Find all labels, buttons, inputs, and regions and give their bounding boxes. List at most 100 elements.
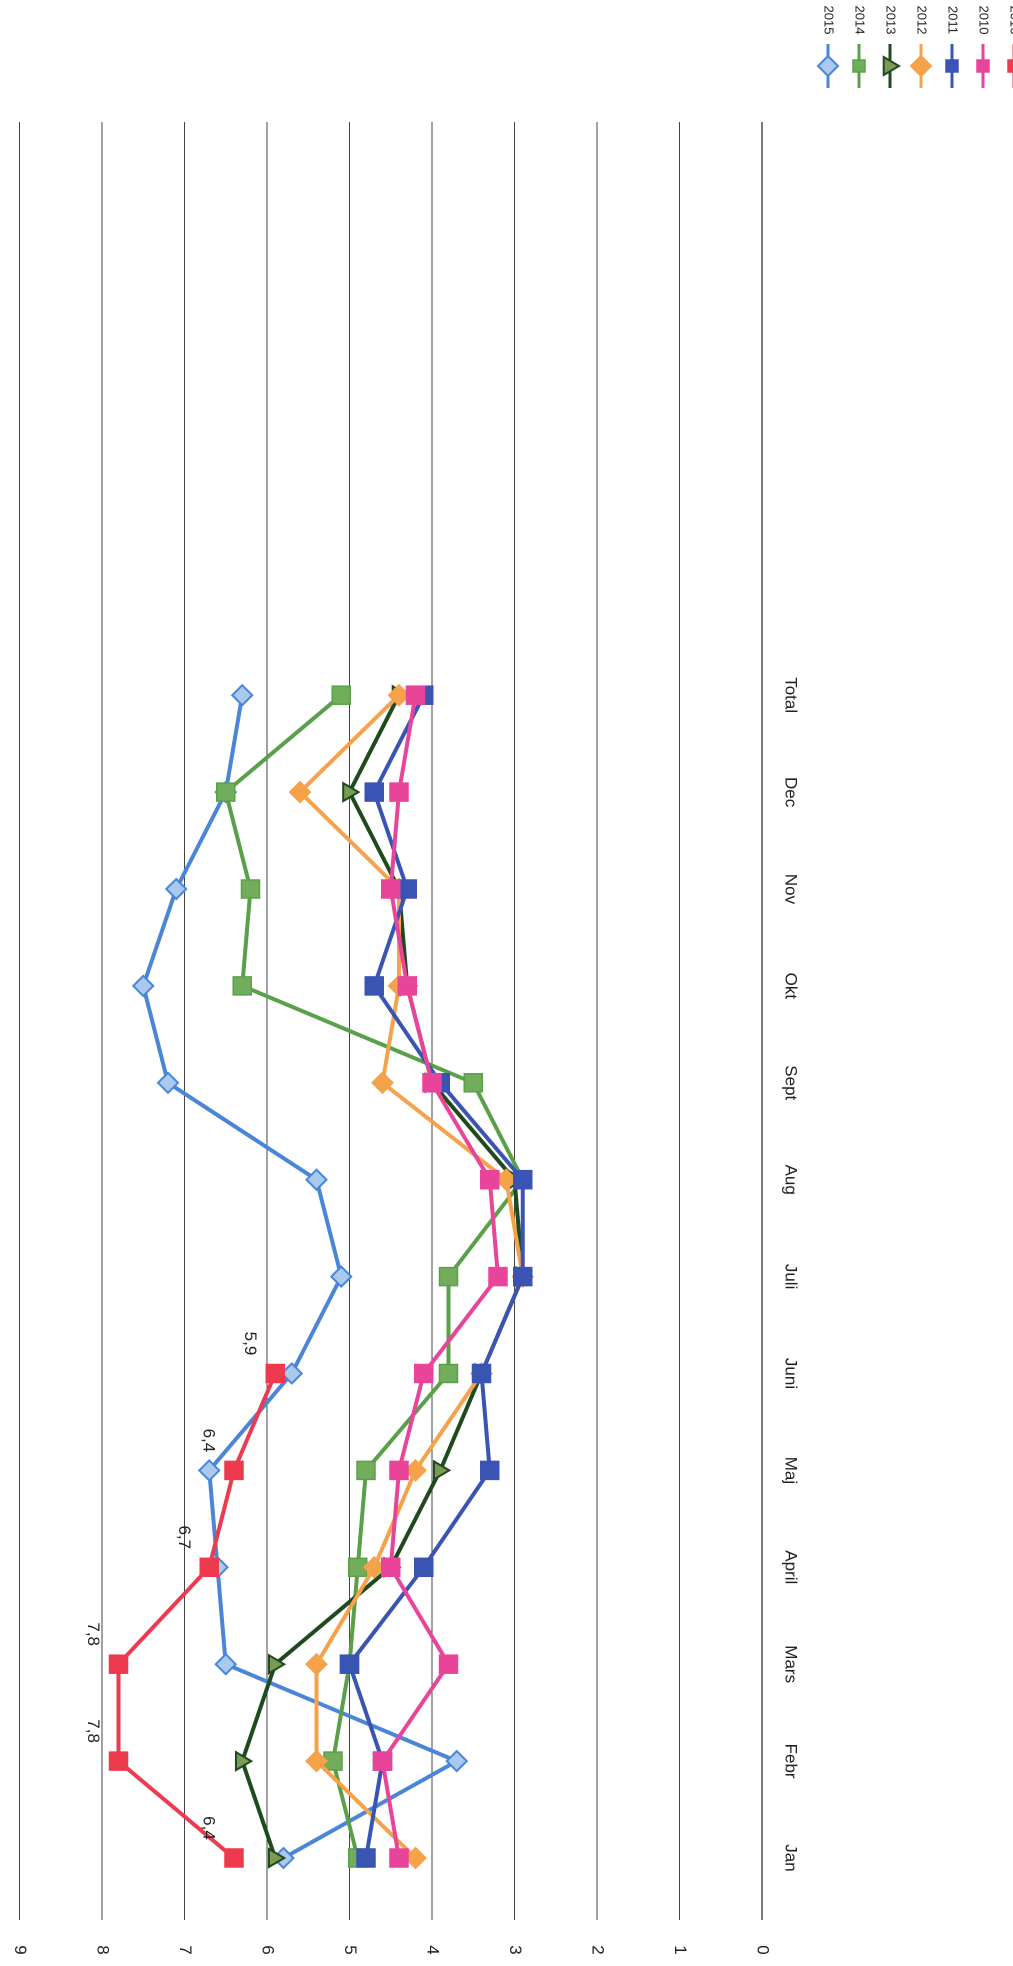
data-labels: 6,4 7,8 7,8 6,7 6,4 5,9 <box>84 1332 260 1840</box>
data-point-2010 <box>414 1363 434 1384</box>
legend-label: 2016 <box>1008 6 1013 35</box>
data-point-2010 <box>397 976 417 996</box>
legend-marker <box>1007 59 1013 73</box>
data-point-2010 <box>372 1751 393 1771</box>
data-point-2016 <box>224 1460 244 1481</box>
data-point-2011 <box>513 1169 533 1190</box>
value-tick-label: 9 <box>11 1945 30 1954</box>
data-point-2011 <box>513 1266 533 1287</box>
series-2016 <box>108 1363 285 1868</box>
data-point-2014 <box>216 782 236 802</box>
series-2010 <box>372 685 508 1868</box>
data-point-2011 <box>414 1557 434 1578</box>
legend-label: 2014 <box>853 6 868 35</box>
data-point-2016 <box>265 1363 285 1384</box>
series-line-2015 <box>141 693 459 1860</box>
data-point-2015 <box>329 1265 353 1289</box>
data-point-2011 <box>471 1363 492 1384</box>
data-point-2012 <box>404 1458 427 1482</box>
data-label-2016: 6,4 <box>200 1429 219 1453</box>
data-point-2015 <box>280 1362 304 1385</box>
legend-item-2014: 2014 <box>852 6 868 88</box>
data-point-2015 <box>131 974 155 998</box>
value-tick-label: 7 <box>176 1945 195 1954</box>
legend-marker <box>882 55 901 77</box>
data-point-2014 <box>438 1363 459 1384</box>
data-point-2010 <box>389 1848 409 1868</box>
series-line-2016 <box>116 1371 278 1860</box>
data-point-2016 <box>224 1848 244 1868</box>
data-point-2010 <box>405 685 426 705</box>
series-2013 <box>234 684 534 1869</box>
legend-item-2010: 2010 <box>976 6 992 88</box>
data-point-2011 <box>364 782 384 802</box>
category-tick-label: Juli <box>782 1264 801 1290</box>
value-tick-label: 5 <box>341 1945 360 1954</box>
data-point-2013 <box>267 1653 287 1675</box>
data-point-2016 <box>108 1654 129 1674</box>
data-point-2012 <box>305 1652 328 1676</box>
data-point-2013 <box>267 1847 287 1869</box>
data-point-2012 <box>288 780 312 804</box>
category-tick-label: Dec <box>782 777 801 808</box>
legend-label: 2013 <box>884 6 899 35</box>
data-point-2015 <box>230 683 254 707</box>
data-point-2014 <box>331 685 351 705</box>
data-point-2014 <box>356 1460 376 1481</box>
data-point-2014 <box>240 879 261 899</box>
data-point-2010 <box>381 879 401 899</box>
data-point-2010 <box>381 1557 401 1578</box>
data-label-2016: 5,9 <box>241 1332 260 1356</box>
legend-item-2011: 2011 <box>945 6 961 88</box>
data-point-2011 <box>397 879 417 899</box>
value-tick-label: 3 <box>506 1945 525 1954</box>
value-tick-label: 0 <box>754 1945 773 1954</box>
data-label-2016: 6,4 <box>200 1816 219 1840</box>
data-point-2015 <box>197 1458 221 1482</box>
legend-item-2013: 2013 <box>882 6 901 88</box>
data-point-2013 <box>234 1750 254 1772</box>
value-tick-label: 8 <box>94 1945 113 1954</box>
gridlines <box>19 122 763 1920</box>
category-tick-label: Total <box>782 677 801 713</box>
data-point-2014 <box>463 1073 483 1093</box>
data-point-2010 <box>438 1654 459 1674</box>
value-tick-label: 6 <box>259 1945 278 1954</box>
data-point-2011 <box>339 1654 360 1674</box>
legend-marker <box>976 59 990 73</box>
data-point-2010 <box>480 1169 500 1190</box>
legend-label: 2015 <box>822 6 837 35</box>
series-line-2013 <box>240 693 525 1860</box>
data-point-2015 <box>164 877 188 901</box>
value-tick-label: 1 <box>671 1945 690 1954</box>
data-point-2016 <box>199 1557 219 1578</box>
series-2015 <box>131 683 469 1870</box>
data-point-2015 <box>305 1168 328 1192</box>
legend-marker <box>852 59 866 73</box>
data-point-2011 <box>480 1460 500 1481</box>
data-point-2012 <box>305 1749 328 1773</box>
category-tick-label: Sept <box>782 1065 801 1100</box>
data-point-2011 <box>356 1848 376 1868</box>
legend-label: 2010 <box>977 6 992 35</box>
category-tick-label: Aug <box>782 1165 801 1195</box>
data-point-2015 <box>214 1652 238 1676</box>
legend-label: 2011 <box>946 6 961 34</box>
category-tick-label: Maj <box>782 1457 801 1484</box>
legend-marker <box>816 54 840 78</box>
category-tick-label: Okt <box>782 973 801 1000</box>
data-label-2016: 7,8 <box>84 1719 103 1743</box>
category-tick-label: Mars <box>782 1645 801 1683</box>
legend-item-2012: 2012 <box>909 6 933 88</box>
legend-item-2015: 2015 <box>816 6 840 88</box>
data-point-2011 <box>364 976 384 996</box>
data-point-2010 <box>389 782 409 802</box>
series-lines <box>108 683 535 1870</box>
category-tick-label: Jan <box>782 1844 801 1871</box>
legend-marker <box>909 54 933 78</box>
value-tick-label: 2 <box>589 1945 608 1954</box>
data-point-2014 <box>232 976 252 996</box>
category-tick-label: April <box>782 1550 801 1584</box>
x-axis-ticks: Jan Febr Mars April Maj Juni Juli Aug Sept Okt Nov… <box>782 677 801 1871</box>
